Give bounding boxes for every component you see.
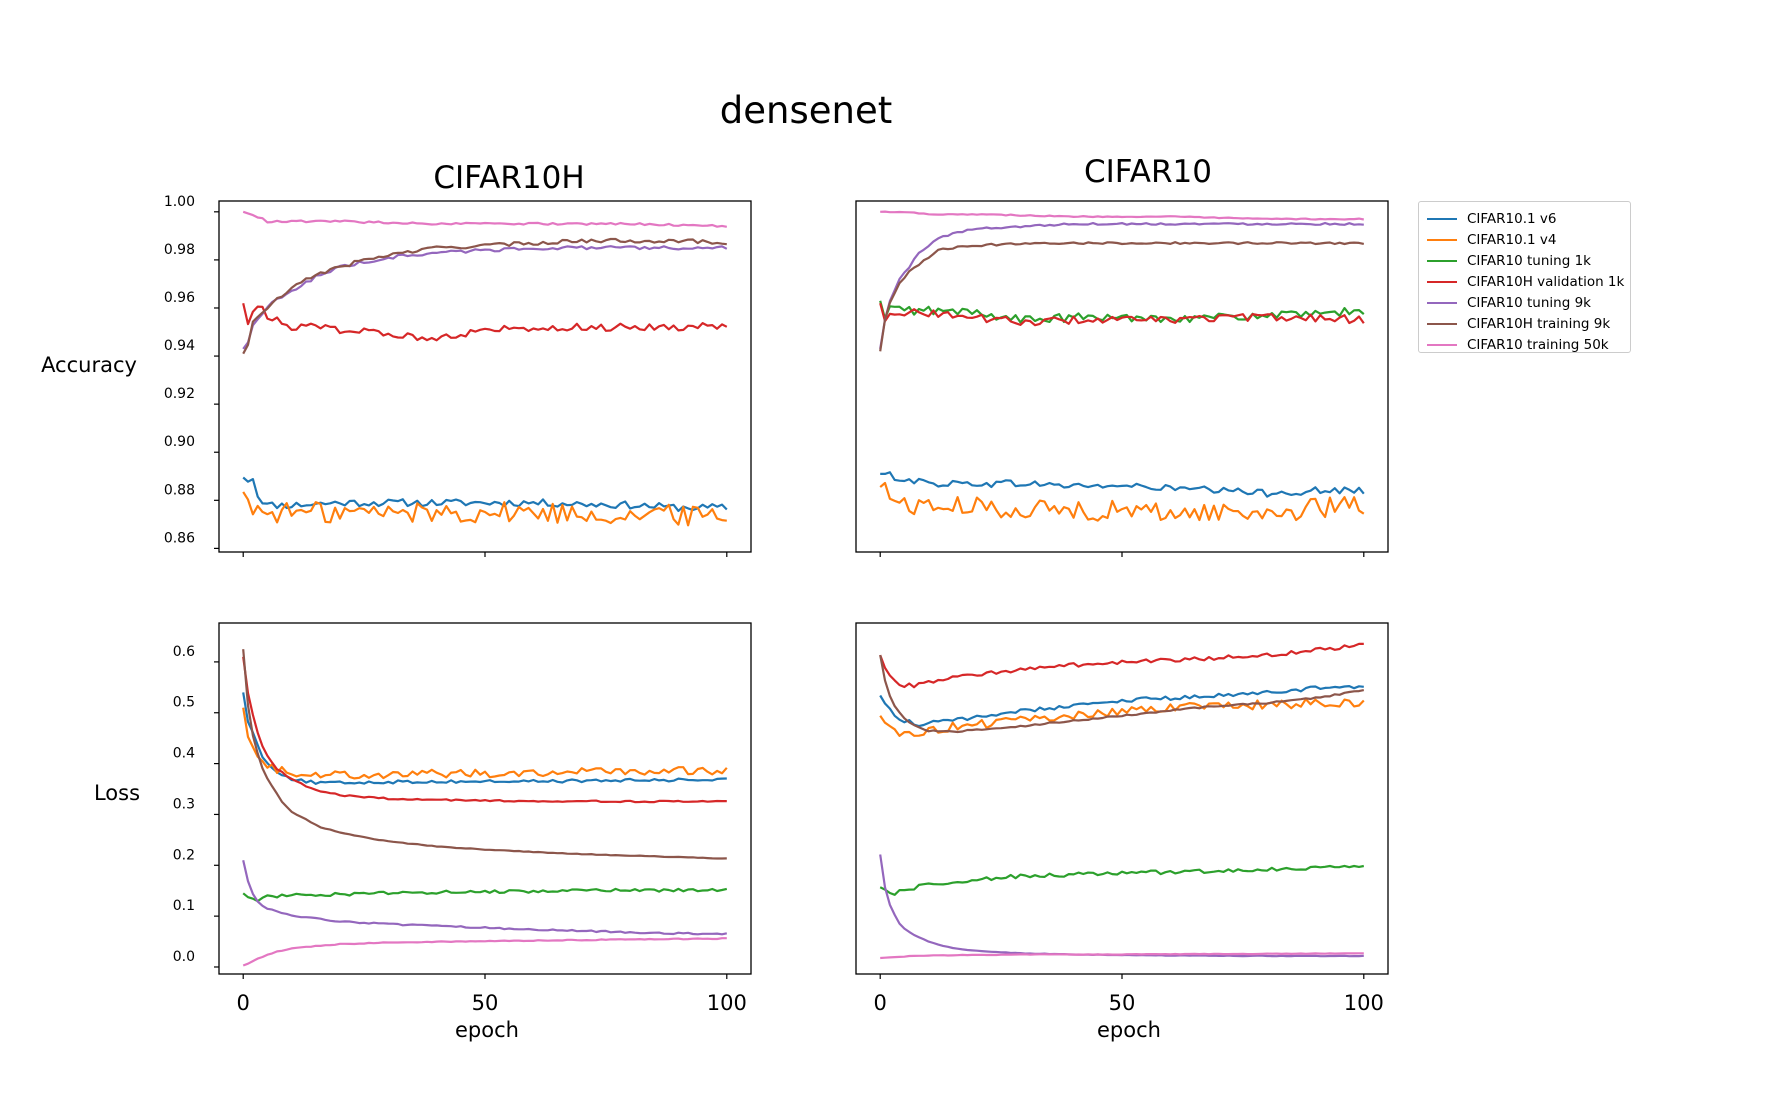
x-tick-label: 0: [237, 991, 250, 1015]
legend-swatch: [1427, 301, 1457, 304]
legend-swatch: [1427, 238, 1457, 241]
legend-label: CIFAR10.1 v4: [1467, 231, 1557, 248]
legend-item: CIFAR10 tuning 1k: [1427, 250, 1624, 271]
series-group: [879, 642, 1365, 960]
legend-swatch: [1427, 280, 1457, 283]
series-line: [879, 864, 1365, 896]
series-line: [880, 952, 1364, 960]
subplot-0: 0.86 0.88 0.90 0.92 0.94 0.96 0.98 1.00: [164, 194, 752, 557]
x-tick-label: 0: [874, 991, 887, 1015]
series-line: [242, 491, 727, 527]
series-line: [242, 302, 728, 342]
row-label-loss: Loss: [94, 781, 140, 805]
series-line: [879, 654, 1365, 734]
y-tick-label: 0.4: [173, 746, 195, 762]
figure-title: densenet: [720, 89, 892, 132]
series-line: [879, 302, 1365, 327]
legend-swatch: [1427, 259, 1457, 262]
series-line: [880, 210, 1365, 221]
series-line: [879, 241, 1365, 352]
y-tick-label: 0.0: [173, 949, 195, 965]
y-tick-label: 0.96: [164, 290, 195, 306]
x-axis-label-left: epoch: [455, 1018, 519, 1042]
legend-swatch: [1427, 217, 1457, 220]
x-tick-label: 100: [1344, 991, 1384, 1015]
column-title-cifar10: CIFAR10: [1084, 154, 1212, 190]
legend-item: CIFAR10 training 50k: [1427, 334, 1624, 355]
series-group: [879, 210, 1365, 522]
y-tick-label: 0.90: [164, 434, 195, 450]
y-tick-label: 0.98: [164, 242, 195, 258]
legend-label: CIFAR10 tuning 9k: [1467, 294, 1591, 311]
column-title-cifar10h: CIFAR10H: [433, 160, 584, 196]
legend-label: CIFAR10 training 50k: [1467, 336, 1609, 353]
y-tick-label: 0.2: [173, 847, 195, 863]
y-tick-label: 0.86: [164, 530, 195, 546]
y-tick-label: 0.92: [164, 386, 195, 402]
series-group: [242, 210, 728, 527]
series-line: [242, 707, 728, 780]
series-line: [879, 481, 1365, 522]
series-line: [242, 656, 727, 804]
legend-item: CIFAR10H training 9k: [1427, 313, 1624, 334]
series-line: [242, 476, 728, 512]
series-line: [242, 859, 728, 936]
x-axis-label-right: epoch: [1097, 1018, 1161, 1042]
y-tick-label: 1.00: [164, 194, 195, 210]
subplot-1: [855, 200, 1389, 557]
legend-item: CIFAR10.1 v6: [1427, 208, 1624, 229]
series-line: [242, 937, 727, 967]
series-line: [879, 221, 1364, 350]
series-group: [242, 649, 728, 967]
y-tick-label: 0.5: [173, 695, 195, 711]
y-tick-label: 0.3: [173, 796, 195, 812]
series-line: [242, 237, 727, 355]
series-line: [242, 649, 727, 860]
legend-label: CIFAR10H validation 1k: [1467, 273, 1625, 290]
legend-swatch: [1427, 322, 1457, 325]
x-tick-label: 100: [707, 991, 747, 1015]
legend-label: CIFAR10H training 9k: [1467, 315, 1611, 332]
legend-item: CIFAR10 tuning 9k: [1427, 292, 1624, 313]
series-line: [879, 300, 1365, 324]
subplot-3: 0 50 100: [855, 622, 1389, 1015]
series-line: [879, 684, 1364, 728]
series-line: [880, 471, 1365, 498]
series-line: [242, 887, 728, 903]
series-line: [879, 642, 1364, 689]
legend-label: CIFAR10 tuning 1k: [1467, 252, 1591, 269]
x-tick-label: 50: [472, 991, 499, 1015]
legend-item: CIFAR10.1 v4: [1427, 229, 1624, 250]
legend-label: CIFAR10.1 v6: [1467, 210, 1557, 227]
series-line: [242, 210, 728, 228]
legend: CIFAR10.1 v6 CIFAR10.1 v4 CIFAR10 tuning…: [1418, 201, 1631, 353]
x-tick-label: 50: [1109, 991, 1136, 1015]
row-label-accuracy: Accuracy: [41, 353, 137, 377]
legend-swatch: [1427, 343, 1457, 346]
y-tick-label: 0.1: [173, 898, 195, 914]
series-line: [242, 692, 727, 786]
subplot-2: 0.0 0.1 0.2 0.3 0.4 0.5 0.6 0 50 100: [173, 622, 752, 1015]
y-tick-label: 0.6: [173, 644, 195, 660]
legend-item: CIFAR10H validation 1k: [1427, 271, 1624, 292]
y-tick-label: 0.94: [164, 338, 195, 354]
y-tick-label: 0.88: [164, 482, 195, 498]
